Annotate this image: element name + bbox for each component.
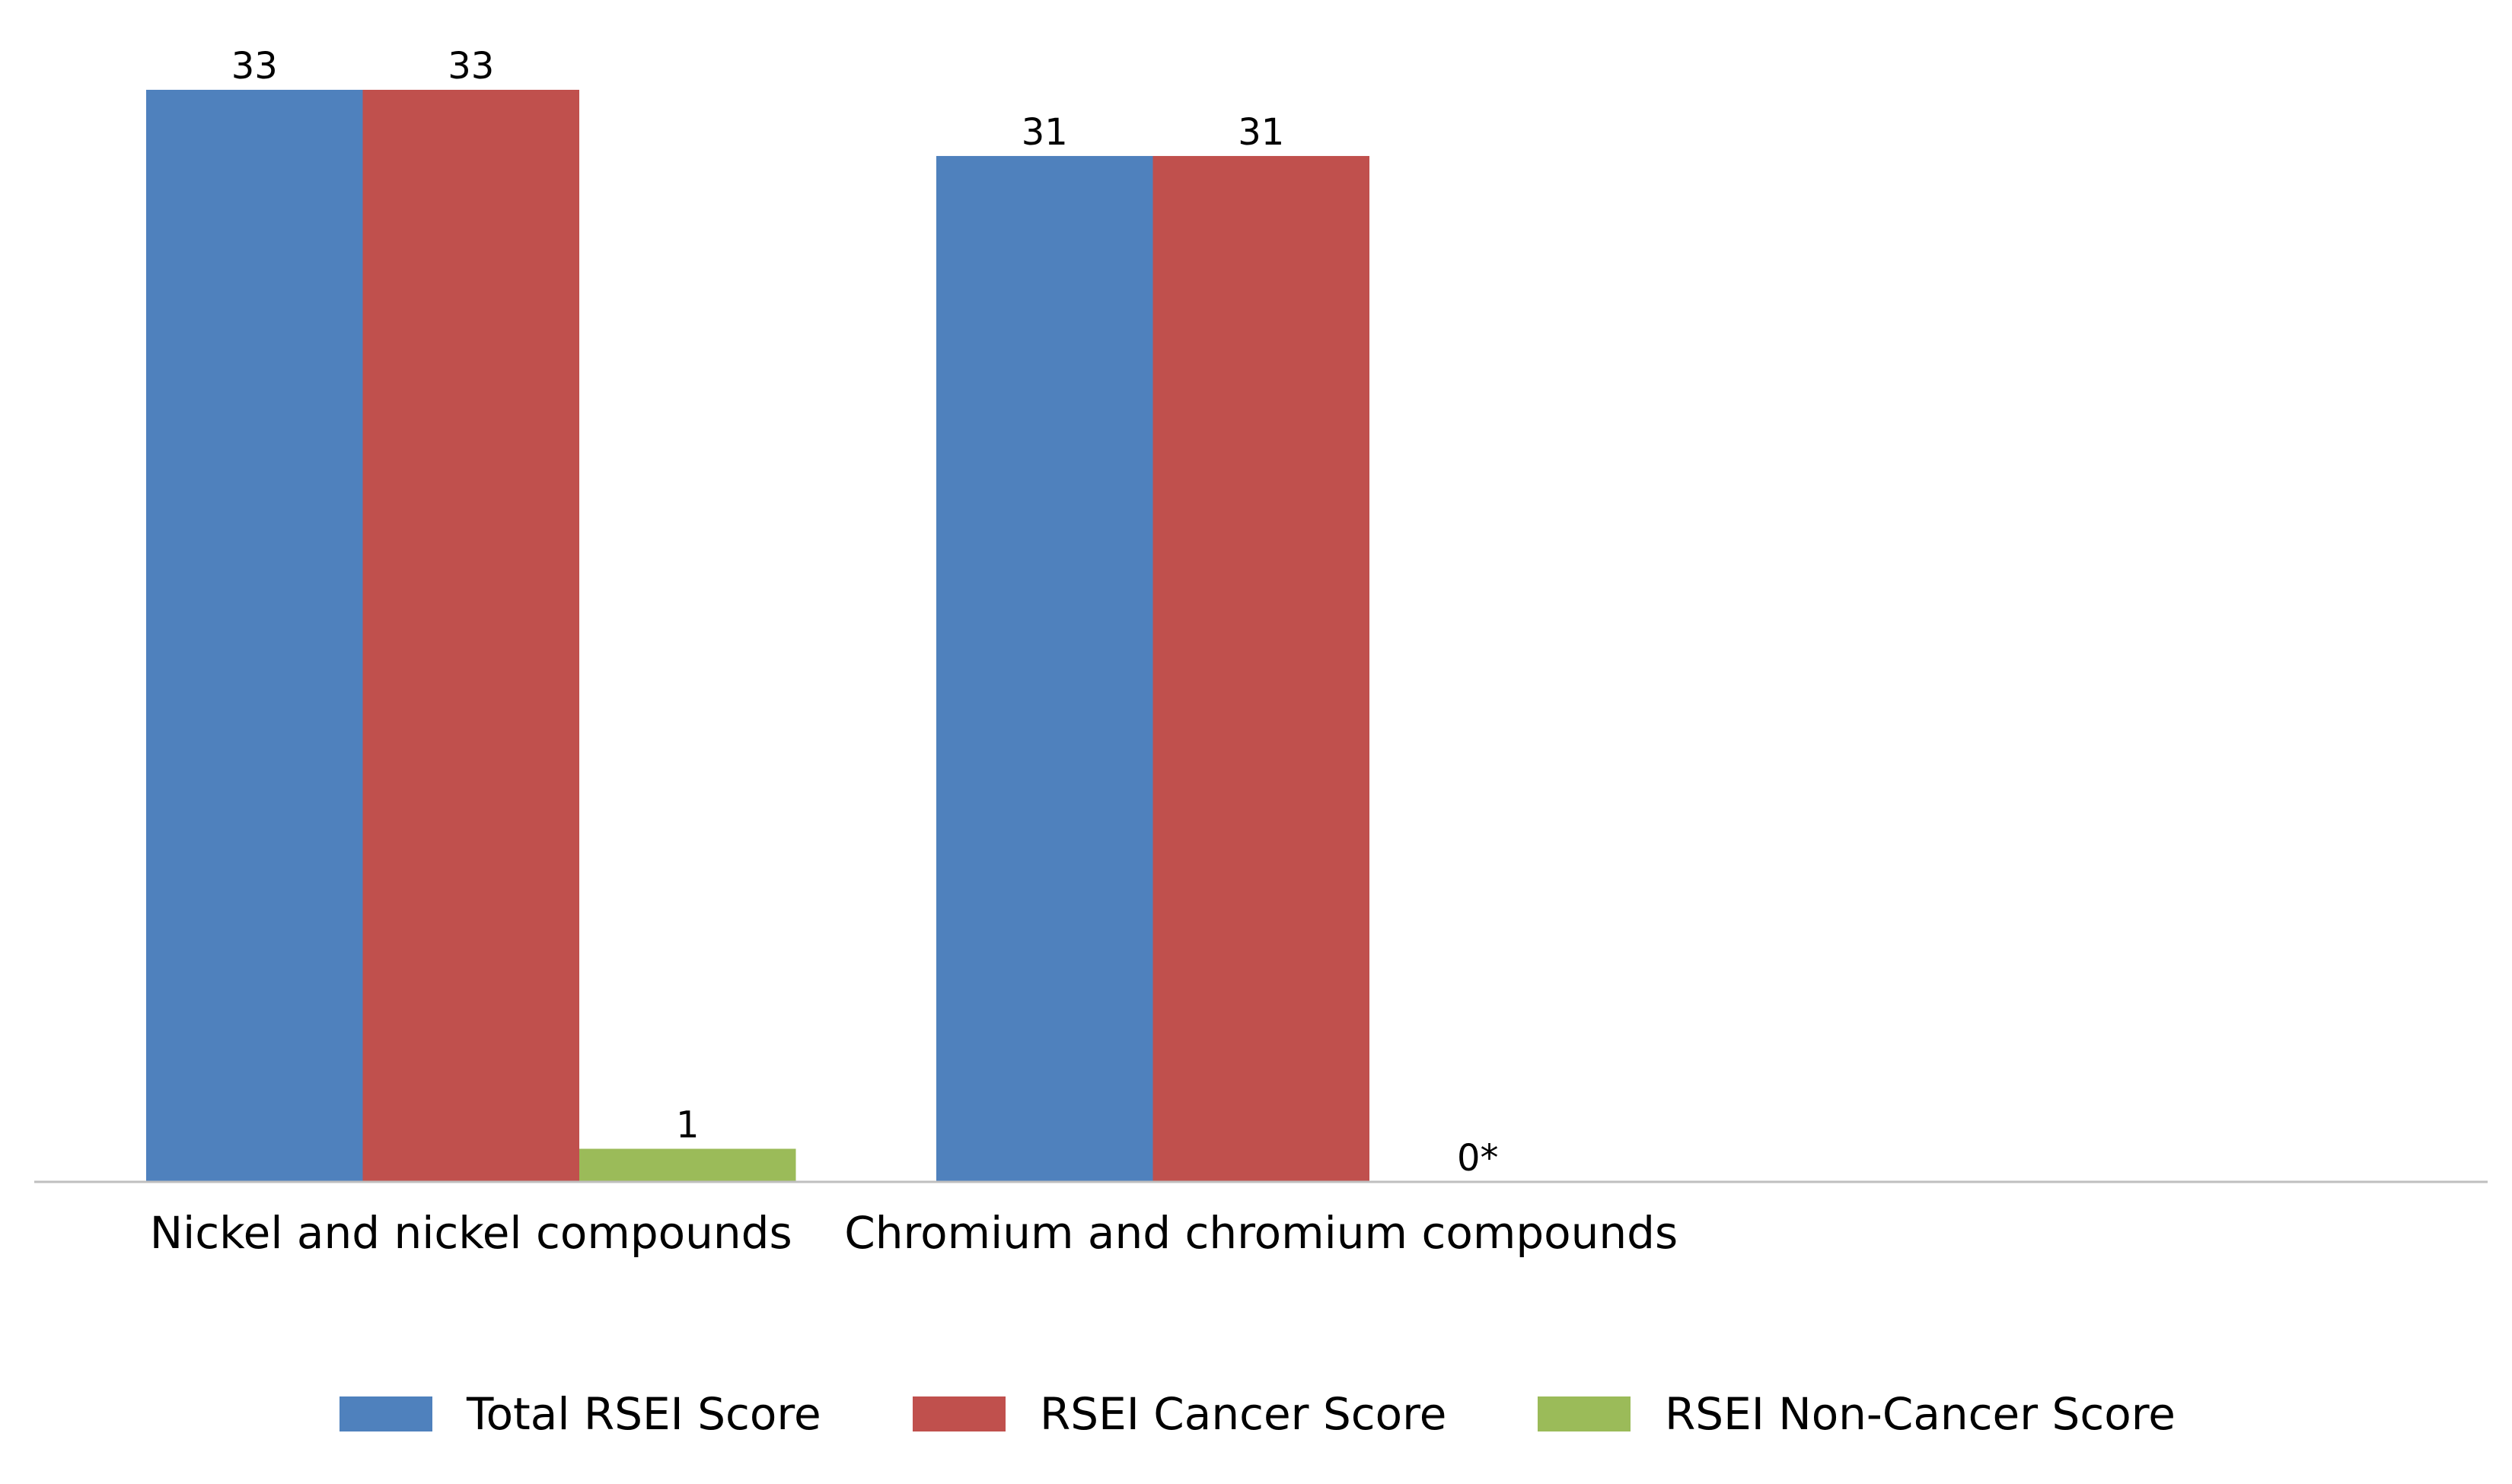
data-label: 31 bbox=[1022, 111, 1068, 154]
legend-item[interactable]: RSEI Non-Cancer Score bbox=[1538, 1388, 2176, 1440]
bar-1-series-2 bbox=[362, 90, 579, 1182]
legend-item[interactable]: Total RSEI Score bbox=[340, 1388, 821, 1440]
legend-swatch bbox=[340, 1396, 432, 1431]
legend-label: Total RSEI Score bbox=[466, 1388, 821, 1440]
category-label: Chromium and chromium compounds bbox=[844, 1207, 1678, 1259]
category-labels-layer: Nickel and nickel compounds Chromium and … bbox=[150, 1207, 1678, 1259]
bar-2-series-2 bbox=[1152, 155, 1369, 1182]
bar-1-series-1 bbox=[146, 90, 363, 1182]
data-labels-layer: 33 33 1 31 31 0* bbox=[231, 45, 1499, 1180]
legend-label: RSEI Non-Cancer Score bbox=[1665, 1388, 2176, 1440]
category-label: Nickel and nickel compounds bbox=[150, 1207, 792, 1259]
legend-item[interactable]: RSEI Cancer Score bbox=[913, 1388, 1446, 1440]
data-label: 33 bbox=[448, 45, 494, 88]
data-label: 0* bbox=[1457, 1137, 1499, 1180]
bar-2-series-1 bbox=[936, 155, 1153, 1182]
legend-swatch bbox=[1538, 1396, 1631, 1431]
data-label: 31 bbox=[1238, 111, 1284, 154]
legend-swatch bbox=[913, 1396, 1006, 1431]
bars-layer bbox=[146, 90, 1369, 1182]
legend[interactable]: Total RSEI Score RSEI Cancer Score RSEI No… bbox=[340, 1388, 2176, 1440]
legend-label: RSEI Cancer Score bbox=[1040, 1388, 1446, 1440]
data-label: 33 bbox=[231, 45, 278, 88]
bar-1-series-3 bbox=[579, 1148, 796, 1182]
data-label: 1 bbox=[676, 1104, 700, 1147]
